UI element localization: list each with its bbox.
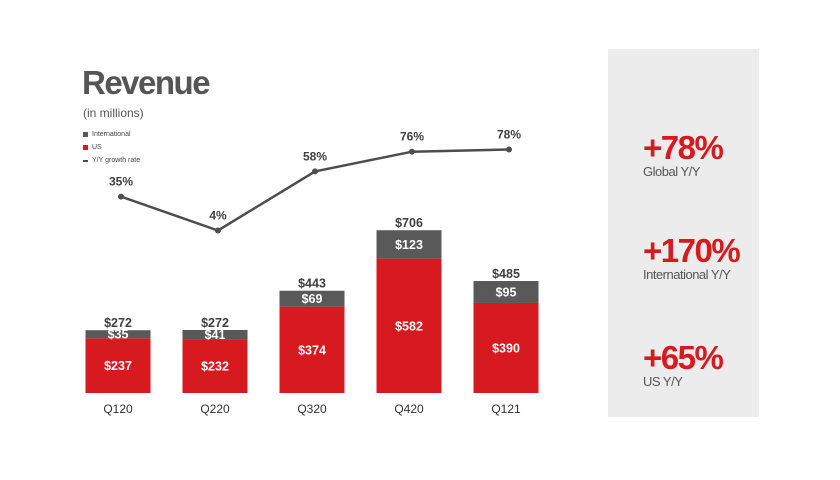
data-label-international-Q220: $41 [205,328,226,342]
legend-label-growth: Y/Y growth rate [92,157,141,164]
stat-global-value: +78% [643,129,724,166]
stats-panel: +78% Global Y/Y +170% International Y/Y … [608,49,759,417]
bar-us-Q420 [376,258,442,393]
legend-swatch-us [83,145,88,150]
stat-international-label: International Y/Y [643,267,731,282]
growth-point-Q320 [312,168,318,175]
data-label-us-Q120: $237 [104,359,132,373]
legend-item-us: US [83,141,140,154]
data-label-international-Q120: $35 [108,328,129,342]
growth-label-Q121: 78% [497,128,521,142]
growth-point-Q120 [118,193,124,200]
growth-point-Q420 [409,148,415,155]
data-label-us-Q420: $582 [395,319,423,333]
legend-label-international: International [92,131,131,138]
bar-international-Q420 [376,230,442,259]
stat-us: +65% US Y/Y [643,339,724,389]
bar-us-Q121 [473,302,539,393]
data-label-us-Q320: $374 [298,343,326,357]
total-label-Q420: $706 [395,216,423,230]
stat-international: +170% International Y/Y [643,232,741,282]
growth-point-Q220 [215,227,221,234]
legend-swatch-international [83,132,88,137]
stat-global: +78% Global Y/Y [643,129,724,179]
stat-international-value: +170% [643,232,741,269]
x-tick-label-Q121: Q121 [491,402,521,416]
growth-label-Q320: 58% [303,149,327,163]
bar-us-Q120 [85,338,151,393]
x-tick-label-Q420: Q420 [394,402,424,416]
bar-international-Q220 [182,329,248,340]
total-label-Q220: $272 [201,316,229,330]
growth-label-Q420: 76% [400,130,424,144]
growth-label-Q220: 4% [209,209,227,223]
revenue-chart: $237$35$272Q120$232$41$272Q220$374$69$44… [85,128,539,416]
bar-international-Q320 [279,290,345,307]
total-label-Q121: $485 [492,267,520,281]
legend-label-us: US [92,144,102,151]
legend-swatch-growth [83,159,88,162]
stat-us-label: US Y/Y [643,374,683,389]
total-label-Q320: $443 [298,277,326,291]
legend-item-growth: Y/Y growth rate [83,154,140,167]
bar-international-Q121 [473,281,539,303]
x-tick-label-Q220: Q220 [200,402,230,416]
x-tick-label-Q320: Q320 [297,402,327,416]
legend-item-international: International [83,128,140,141]
data-label-us-Q220: $232 [201,360,229,374]
data-label-us-Q121: $390 [492,341,520,355]
bar-us-Q220 [182,339,248,393]
bar-international-Q120 [85,330,151,339]
chart-subtitle: (in millions) [83,106,144,120]
data-label-international-Q121: $95 [496,285,517,299]
data-label-international-Q320: $69 [302,292,323,306]
chart-title: Revenue [82,64,211,101]
growth-point-Q121 [506,146,512,153]
stat-global-label: Global Y/Y [643,164,700,179]
growth-label-Q120: 35% [109,175,133,189]
x-tick-label-Q120: Q120 [103,402,133,416]
stat-us-value: +65% [643,339,724,376]
legend: International US Y/Y growth rate [83,128,140,167]
bar-us-Q320 [279,306,345,393]
total-label-Q120: $272 [104,316,132,330]
data-label-international-Q420: $123 [395,238,423,252]
